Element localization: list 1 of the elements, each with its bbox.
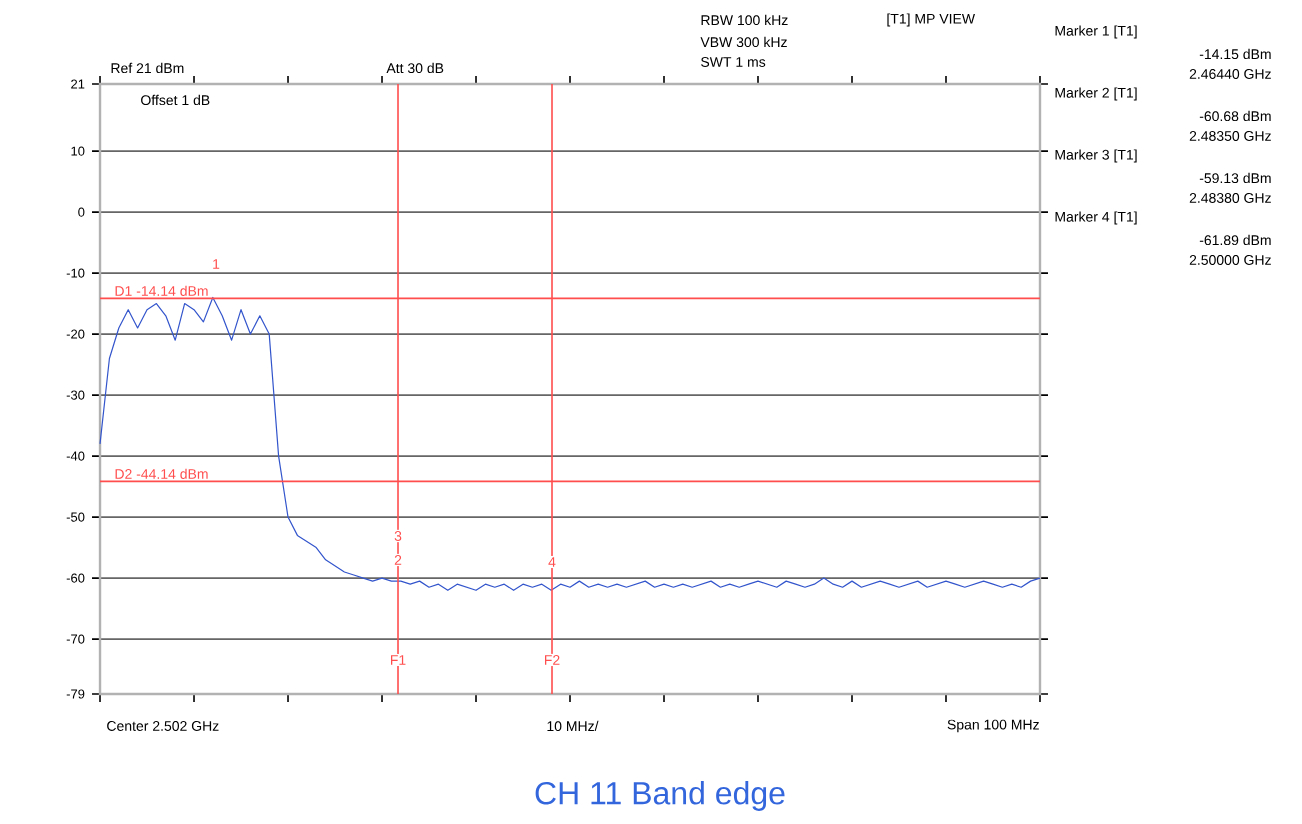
text: CH 11 Band edge (535, 781, 785, 811)
